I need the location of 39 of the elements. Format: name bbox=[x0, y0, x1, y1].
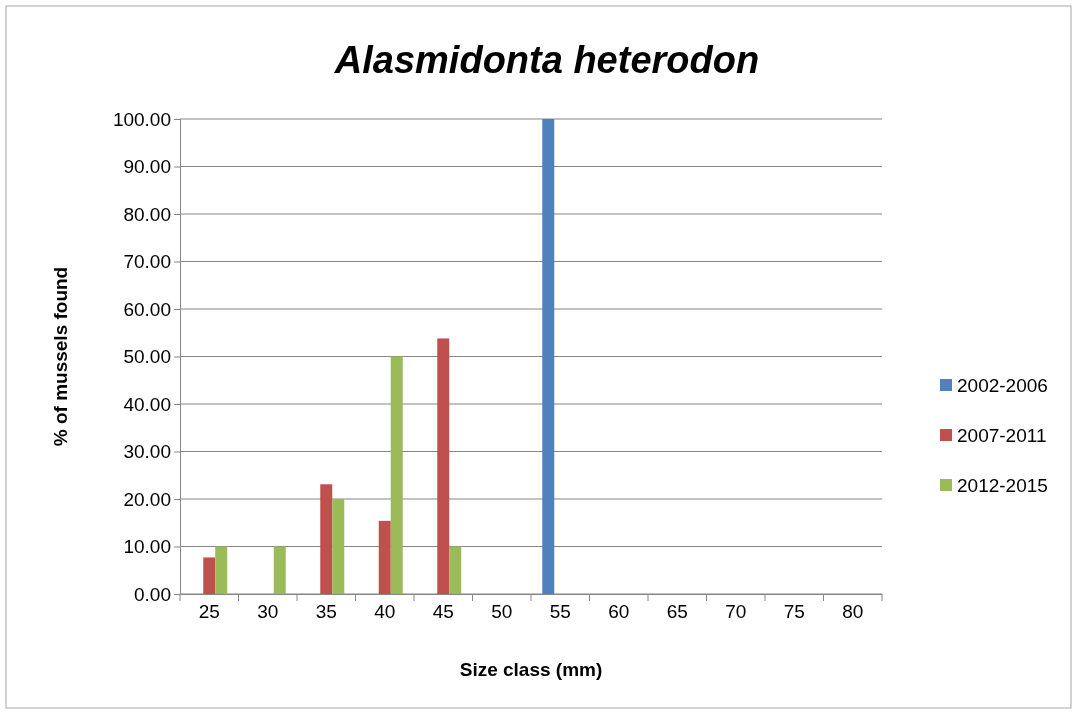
x-axis-title: Size class (mm) bbox=[459, 659, 603, 680]
y-tick-label: 90.00 bbox=[123, 156, 171, 178]
y-tick-label: 20.00 bbox=[123, 488, 171, 510]
legend-label: 2012-2015 bbox=[957, 475, 1048, 496]
legend-label: 2007-2011 bbox=[957, 425, 1047, 446]
x-tick-label: 45 bbox=[432, 600, 454, 622]
y-tick-label: 50.00 bbox=[123, 346, 171, 368]
x-tick-label: 65 bbox=[666, 600, 688, 622]
y-tick-label: 80.00 bbox=[123, 203, 171, 225]
y-axis-title: % of mussels found bbox=[50, 266, 71, 447]
y-tick-label: 40.00 bbox=[123, 393, 171, 415]
x-tick-label: 70 bbox=[725, 600, 747, 622]
bar bbox=[378, 520, 391, 594]
y-tick-label: 100.00 bbox=[112, 108, 171, 130]
x-tick-label: 25 bbox=[198, 600, 220, 622]
y-tick-label: 30.00 bbox=[123, 441, 171, 463]
bar bbox=[320, 484, 333, 594]
bar bbox=[390, 356, 403, 594]
bar bbox=[542, 119, 555, 594]
bar bbox=[449, 546, 462, 594]
x-tick-label: 80 bbox=[842, 600, 864, 622]
bar bbox=[332, 499, 345, 594]
y-tick-label: 70.00 bbox=[123, 251, 171, 273]
y-tick-label: 60.00 bbox=[123, 298, 171, 320]
bar bbox=[437, 338, 450, 594]
x-tick-label: 60 bbox=[608, 600, 630, 622]
x-tick-label: 55 bbox=[549, 600, 571, 622]
x-tick-label: 35 bbox=[315, 600, 337, 622]
chart-title: Alasmidonta heterodon bbox=[333, 39, 760, 81]
bar bbox=[273, 546, 286, 594]
bar bbox=[203, 557, 216, 594]
y-tick-label: 10.00 bbox=[123, 536, 171, 558]
x-tick-label: 40 bbox=[374, 600, 396, 622]
bar bbox=[215, 546, 228, 594]
x-tick-label: 75 bbox=[783, 600, 805, 622]
legend-label: 2002-2006 bbox=[957, 375, 1048, 396]
y-tick-label: 0.00 bbox=[134, 583, 171, 605]
x-tick-label: 50 bbox=[491, 600, 513, 622]
x-tick-label: 30 bbox=[257, 600, 279, 622]
